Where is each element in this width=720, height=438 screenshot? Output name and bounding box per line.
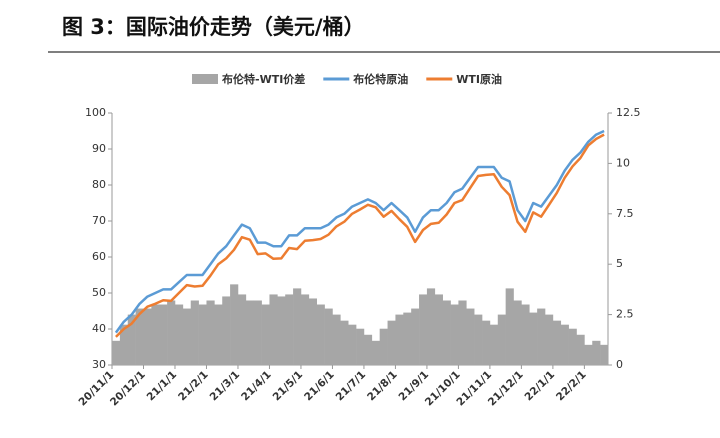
- legend-label: 布伦特-WTI价差: [222, 72, 305, 86]
- y-tick-label: 100: [85, 106, 106, 119]
- spread-bar: [371, 340, 380, 365]
- x-tick-label: 21/5/1: [271, 369, 306, 404]
- spread-bar: [277, 296, 286, 365]
- spread-bar: [198, 304, 207, 365]
- x-tick-label: 21/8/1: [365, 369, 400, 404]
- spread-bar: [285, 294, 294, 365]
- spread-bar: [426, 288, 436, 365]
- spread-bar: [300, 294, 310, 365]
- spread-bar: [214, 304, 223, 365]
- spread-bar: [419, 294, 428, 365]
- x-tick-label: 22/2/1: [554, 369, 589, 404]
- spread-bar: [206, 300, 215, 365]
- spread-bar: [395, 314, 404, 365]
- spread-bar: [316, 304, 325, 365]
- y-tick-label: 60: [92, 250, 106, 263]
- spread-bar: [230, 284, 239, 365]
- spread-bar: [576, 334, 585, 365]
- legend-label: 布伦特原油: [353, 72, 408, 86]
- y-tick-label: 30: [92, 358, 106, 371]
- spread-bar: [127, 314, 136, 365]
- spread-bar: [308, 298, 317, 365]
- y-tick-label: 40: [92, 322, 106, 335]
- spread-bar: [379, 328, 388, 365]
- spread-bar: [545, 314, 554, 365]
- x-tick-label: 21/2/1: [176, 369, 211, 404]
- spread-bar: [497, 314, 506, 365]
- spread-bar: [584, 344, 593, 365]
- spread-bar: [529, 312, 538, 365]
- legend-label: WTI原油: [456, 72, 502, 86]
- x-tick-label: 21/7/1: [334, 369, 369, 404]
- spread-bar: [253, 300, 262, 365]
- spread-bar: [356, 328, 365, 365]
- chart-title: 图 3：国际油价走势（美元/桶）: [62, 15, 365, 39]
- y-tick-label: 80: [92, 178, 106, 191]
- spread-bar: [434, 294, 443, 365]
- y2-tick-label: 12.5: [616, 106, 641, 119]
- x-tick-label: 20/12/1: [108, 369, 148, 409]
- spread-bar: [537, 308, 546, 365]
- spread-bar: [174, 304, 184, 365]
- y2-tick-label: 5: [616, 257, 623, 270]
- spread-bar: [119, 324, 129, 365]
- spread-bar: [143, 308, 152, 365]
- price-line: [115, 133, 605, 338]
- spread-bar: [237, 294, 247, 365]
- spread-bar: [245, 300, 255, 365]
- y-tick-label: 50: [92, 286, 106, 299]
- spread-bar: [521, 304, 530, 365]
- spread-bar: [159, 304, 168, 365]
- spread-bar: [600, 344, 609, 365]
- y2-tick-label: 10: [616, 156, 630, 169]
- x-tick-label: 21/3/1: [208, 369, 243, 404]
- spread-bar: [112, 340, 121, 365]
- spread-bar: [190, 300, 199, 365]
- x-tick-label: 21/4/1: [239, 369, 274, 404]
- spread-bar: [363, 334, 373, 365]
- spread-bar: [466, 308, 475, 365]
- y2-tick-label: 2.5: [616, 308, 634, 321]
- spread-bar: [340, 320, 349, 365]
- legend-swatch: [192, 74, 218, 84]
- y2-tick-label: 7.5: [616, 207, 634, 220]
- spread-bar: [411, 308, 420, 365]
- spread-bar: [552, 320, 562, 365]
- y-tick-label: 90: [92, 142, 106, 155]
- spread-bar: [222, 296, 231, 365]
- spread-bar: [167, 300, 176, 365]
- spread-bar: [403, 312, 412, 365]
- spread-bar: [482, 320, 491, 365]
- spread-bar: [505, 288, 514, 365]
- spread-bar: [332, 314, 341, 365]
- y2-tick-label: 0: [616, 358, 623, 371]
- spread-bar: [592, 340, 601, 365]
- x-tick-label: 21/6/1: [302, 369, 337, 404]
- spread-bar: [458, 300, 467, 365]
- spread-bar: [151, 304, 160, 365]
- y-tick-label: 70: [92, 214, 106, 227]
- spread-bar: [182, 308, 192, 365]
- x-tick-label: 21/1/1: [145, 369, 180, 404]
- spread-bar: [269, 294, 278, 365]
- spread-bar: [442, 300, 451, 365]
- spread-bar: [450, 304, 459, 365]
- spread-bar: [568, 328, 577, 365]
- spread-bar: [348, 324, 357, 365]
- x-tick-label: 21/12/1: [486, 369, 526, 409]
- spread-bar: [261, 304, 270, 365]
- x-tick-label: 22/1/1: [523, 369, 558, 404]
- spread-bar: [474, 314, 483, 365]
- spread-bar: [513, 300, 522, 365]
- spread-bar: [135, 308, 144, 365]
- spread-bar: [489, 324, 499, 365]
- spread-bar: [387, 320, 396, 365]
- price-line: [114, 129, 605, 334]
- spread-bar: [293, 288, 302, 365]
- spread-bar: [324, 308, 333, 365]
- spread-bar: [560, 324, 569, 365]
